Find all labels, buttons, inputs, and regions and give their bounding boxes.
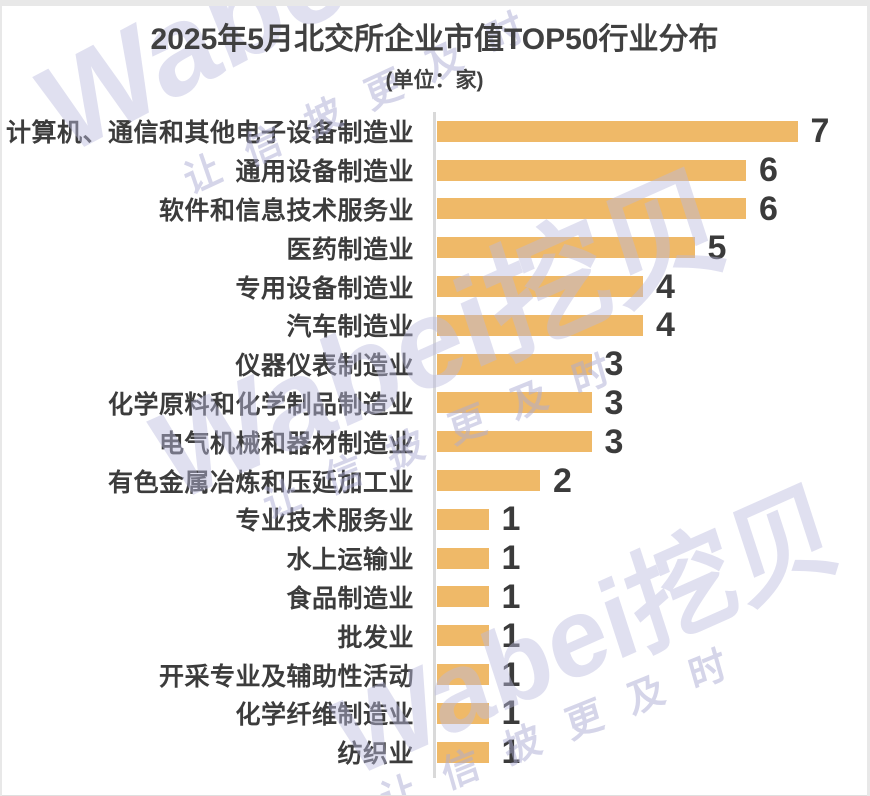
category-label: 汽车制造业 (286, 313, 414, 342)
value-label: 4 (656, 306, 675, 345)
chart-row: 电气机械和器材制造业 3 (2, 422, 867, 461)
chart-row: 汽车制造业 4 (2, 306, 867, 345)
bar-chart: 计算机、通信和其他电子设备制造业 7 通用设备制造业 6 软件和信息技术服务业 6 医药制造… (2, 112, 867, 772)
value-label: 3 (604, 345, 624, 384)
category-label: 专业技术服务业 (235, 507, 414, 536)
category-label: 软件和信息技术服务业 (158, 196, 414, 225)
value-label: 1 (501, 577, 521, 616)
value-label: 4 (656, 267, 675, 306)
category-label: 食品制造业 (286, 584, 414, 613)
bar (437, 586, 489, 608)
category-label: 开采专业及辅助性活动 (158, 662, 414, 691)
bar (437, 237, 695, 259)
category-label: 有色金属冶炼和压延加工业 (107, 468, 414, 497)
chart-row: 医药制造业 5 (2, 228, 867, 267)
bar (437, 392, 592, 414)
value-label: 6 (759, 151, 778, 190)
bar (437, 276, 643, 298)
category-label: 通用设备制造业 (235, 158, 414, 187)
category-label: 化学原料和化学制品制造业 (107, 390, 414, 419)
chart-row: 通用设备制造业 6 (2, 151, 867, 190)
chart-title: 2025年5月北交所企业市值TOP50行业分布 (150, 23, 719, 56)
category-label: 仪器仪表制造业 (235, 352, 414, 381)
value-label: 1 (501, 655, 521, 694)
chart-subtitle: (单位：家) (385, 69, 484, 92)
bar (437, 159, 746, 181)
value-label: 7 (810, 112, 830, 151)
chart-row: 化学原料和化学制品制造业 3 (2, 384, 867, 423)
chart-row: 开采专业及辅助性活动 1 (2, 655, 867, 694)
value-label: 5 (707, 228, 727, 267)
value-label: 1 (501, 733, 521, 772)
bar (437, 625, 489, 647)
category-label: 纺织业 (337, 740, 414, 769)
value-label: 3 (604, 422, 624, 461)
bar (437, 198, 746, 220)
value-label: 1 (501, 500, 521, 539)
chart-row: 批发业 1 (2, 616, 867, 655)
chart-row: 仪器仪表制造业 3 (2, 345, 867, 384)
bar (437, 664, 489, 686)
category-label: 计算机、通信和其他电子设备制造业 (5, 119, 414, 148)
chart-row: 计算机、通信和其他电子设备制造业 7 (2, 112, 867, 151)
value-label: 3 (604, 383, 624, 422)
chart-row: 纺织业 1 (2, 733, 867, 772)
chart-row: 水上运输业 1 (2, 539, 867, 578)
chart-row: 专用设备制造业 4 (2, 267, 867, 306)
category-label: 专用设备制造业 (235, 274, 414, 303)
value-label: 1 (501, 539, 521, 578)
value-label: 6 (759, 189, 778, 228)
bar (437, 741, 489, 763)
bar (437, 702, 489, 724)
category-label: 批发业 (337, 623, 414, 652)
chart-row: 软件和信息技术服务业 6 (2, 190, 867, 229)
bar (437, 431, 592, 453)
bar (437, 470, 540, 492)
chart-header: 2025年5月北交所企业市值TOP50行业分布 (单位：家) (2, 22, 867, 94)
chart-row: 有色金属冶炼和压延加工业 2 (2, 461, 867, 500)
chart-row: 专业技术服务业 1 (2, 500, 867, 539)
category-label: 医药制造业 (286, 235, 414, 264)
value-label: 1 (501, 694, 521, 733)
category-label: 电气机械和器材制造业 (158, 429, 414, 458)
bar (437, 547, 489, 569)
category-label: 化学纤维制造业 (235, 701, 414, 730)
value-label: 1 (501, 616, 521, 655)
bar (437, 120, 798, 142)
bar (437, 508, 489, 530)
chart-row: 食品制造业 1 (2, 578, 867, 617)
y-axis-line (433, 112, 436, 778)
category-label: 水上运输业 (286, 546, 414, 575)
chart-row: 化学纤维制造业 1 (2, 694, 867, 733)
value-label: 2 (553, 461, 572, 500)
bar (437, 314, 643, 336)
bar (437, 353, 592, 375)
